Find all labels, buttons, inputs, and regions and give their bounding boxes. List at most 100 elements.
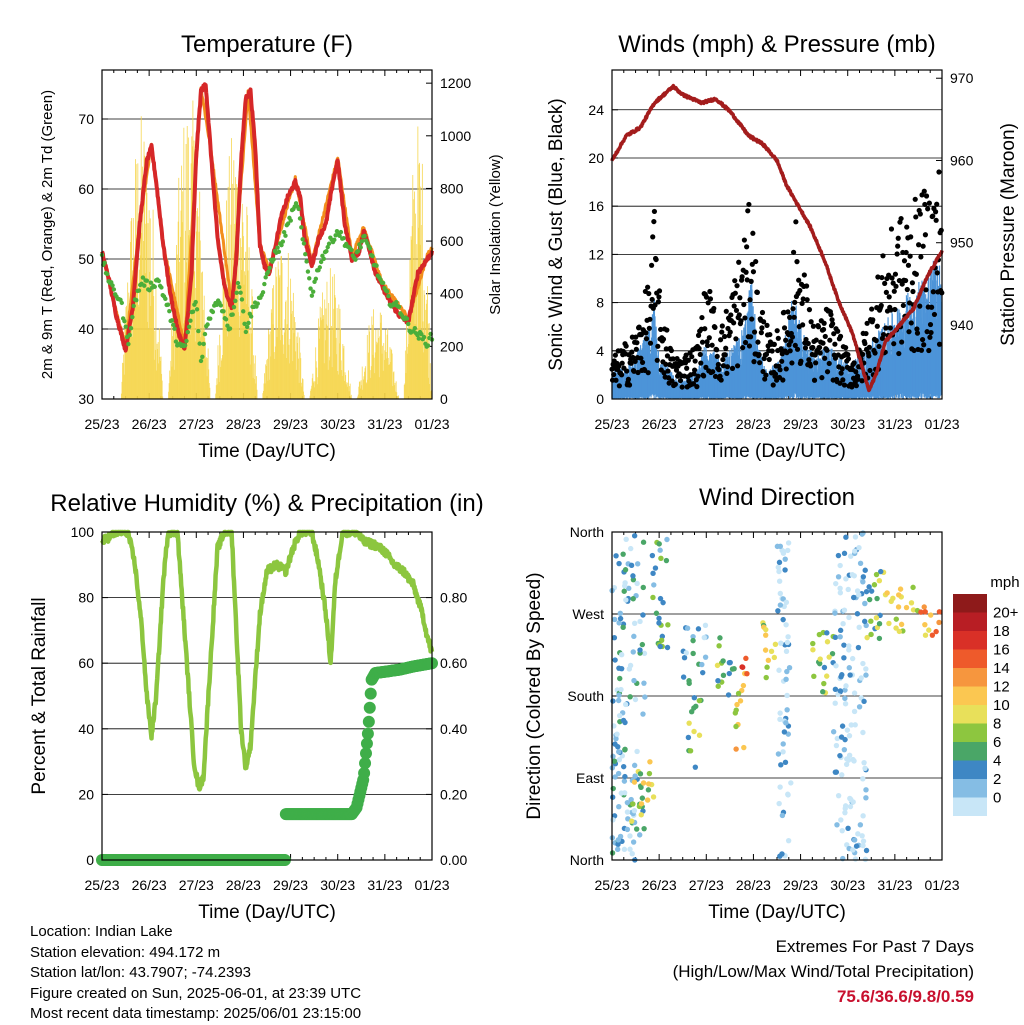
gust-point bbox=[882, 280, 888, 286]
dewpoint-point bbox=[245, 324, 250, 330]
gust-point bbox=[750, 230, 756, 236]
gust-point bbox=[646, 290, 652, 297]
direction-point bbox=[846, 665, 852, 671]
direction-point bbox=[617, 610, 623, 617]
direction-point bbox=[695, 626, 702, 632]
winds-panel: Winds (mph) & Pressure (mb) Time (Day/UTC… bbox=[546, 31, 1019, 462]
direction-point bbox=[684, 625, 691, 631]
gust-point bbox=[647, 316, 653, 322]
dewpoint-point bbox=[201, 341, 206, 347]
direction-point bbox=[842, 809, 848, 816]
direction-point bbox=[700, 669, 706, 676]
dewpoint-point bbox=[127, 332, 132, 338]
direction-point bbox=[835, 792, 842, 799]
gust-point bbox=[864, 320, 870, 326]
direction-point bbox=[840, 621, 846, 627]
winds-y2tick-label: 940 bbox=[950, 317, 974, 333]
temperature-ytick-label: 30 bbox=[78, 391, 94, 407]
station-location: Location: Indian Lake bbox=[30, 923, 173, 940]
colorbar-swatch bbox=[953, 742, 987, 761]
direction-point bbox=[632, 696, 639, 703]
dewpoint-point bbox=[279, 242, 284, 248]
direction-point bbox=[842, 736, 848, 743]
gust-point bbox=[770, 382, 776, 388]
direction-point bbox=[851, 708, 858, 715]
dewpoint-point bbox=[130, 314, 135, 320]
gust-series bbox=[609, 169, 945, 390]
direction-point bbox=[701, 634, 707, 641]
gust-point bbox=[634, 340, 640, 346]
gust-point bbox=[917, 303, 923, 309]
gust-point bbox=[709, 342, 715, 348]
humidity-frame bbox=[101, 531, 433, 861]
direction-point bbox=[731, 665, 737, 672]
precipitation-point bbox=[358, 767, 371, 780]
gust-point bbox=[880, 253, 886, 259]
direction-point bbox=[637, 647, 643, 653]
dewpoint-point bbox=[394, 299, 399, 305]
gust-point bbox=[703, 364, 709, 370]
gust-point bbox=[837, 380, 843, 386]
dewpoint-point bbox=[266, 269, 271, 274]
gust-point bbox=[762, 376, 768, 382]
dewpoint-point bbox=[152, 284, 157, 289]
direction-point bbox=[639, 641, 646, 648]
gust-point bbox=[702, 326, 708, 332]
direction-point bbox=[824, 673, 830, 679]
dewpoint-point bbox=[311, 289, 316, 294]
direction-point bbox=[928, 612, 934, 618]
gust-point bbox=[904, 224, 910, 230]
direction-point bbox=[862, 618, 868, 625]
gust-point bbox=[810, 344, 816, 351]
direction-point bbox=[895, 604, 902, 610]
humidity-ytick-label: 20 bbox=[78, 786, 94, 802]
winds-xtick-label: 26/23 bbox=[642, 416, 677, 432]
gust-point bbox=[660, 336, 667, 342]
figure-created: Figure created on Sun, 2025-06-01, at 23… bbox=[30, 984, 362, 1002]
gust-point bbox=[913, 271, 919, 277]
direction-point bbox=[685, 734, 692, 741]
winds-ytick-label: 0 bbox=[596, 391, 604, 407]
gust-point bbox=[718, 377, 724, 383]
gust-point bbox=[748, 334, 754, 340]
winds-ytick-label: 24 bbox=[588, 102, 604, 118]
winds-y2label: Station Pressure (Maroon) bbox=[998, 123, 1019, 346]
direction-point bbox=[845, 757, 852, 763]
direction-point bbox=[834, 822, 840, 828]
humidity-xtick-label: 27/23 bbox=[179, 877, 214, 893]
direction-point bbox=[621, 588, 627, 594]
gust-point bbox=[665, 375, 672, 381]
direction-point bbox=[860, 579, 866, 585]
direction-point bbox=[898, 621, 905, 628]
gust-point bbox=[628, 360, 634, 366]
direction-point bbox=[612, 657, 618, 663]
direction-point bbox=[863, 672, 869, 678]
direction-point bbox=[640, 711, 646, 717]
dewpoint-point bbox=[188, 318, 193, 323]
gust-point bbox=[656, 294, 662, 300]
gust-point bbox=[874, 323, 880, 329]
dewpoint-point bbox=[271, 257, 276, 262]
humidity-xtick-label: 30/23 bbox=[320, 877, 355, 893]
humidity-xtick-label: 28/23 bbox=[226, 877, 261, 893]
dewpoint-point bbox=[238, 290, 243, 295]
direction-point bbox=[862, 567, 868, 573]
direction-xtick-label: 28/23 bbox=[736, 877, 771, 893]
dewpoint-point bbox=[307, 276, 312, 281]
gust-point bbox=[643, 330, 649, 336]
gust-point bbox=[821, 320, 827, 326]
dewpoint-point bbox=[285, 221, 291, 226]
winds-xtick-label: 27/23 bbox=[689, 416, 724, 432]
direction-point bbox=[632, 773, 638, 779]
gust-point bbox=[630, 354, 636, 361]
gust-point bbox=[824, 347, 830, 353]
gust-point bbox=[653, 256, 659, 263]
gust-point bbox=[908, 320, 914, 326]
gust-point bbox=[911, 347, 917, 354]
gust-point bbox=[757, 360, 763, 366]
dewpoint-point bbox=[416, 336, 421, 341]
dewpoint-point bbox=[332, 237, 337, 243]
gust-point bbox=[932, 209, 939, 215]
gust-point bbox=[813, 360, 819, 366]
